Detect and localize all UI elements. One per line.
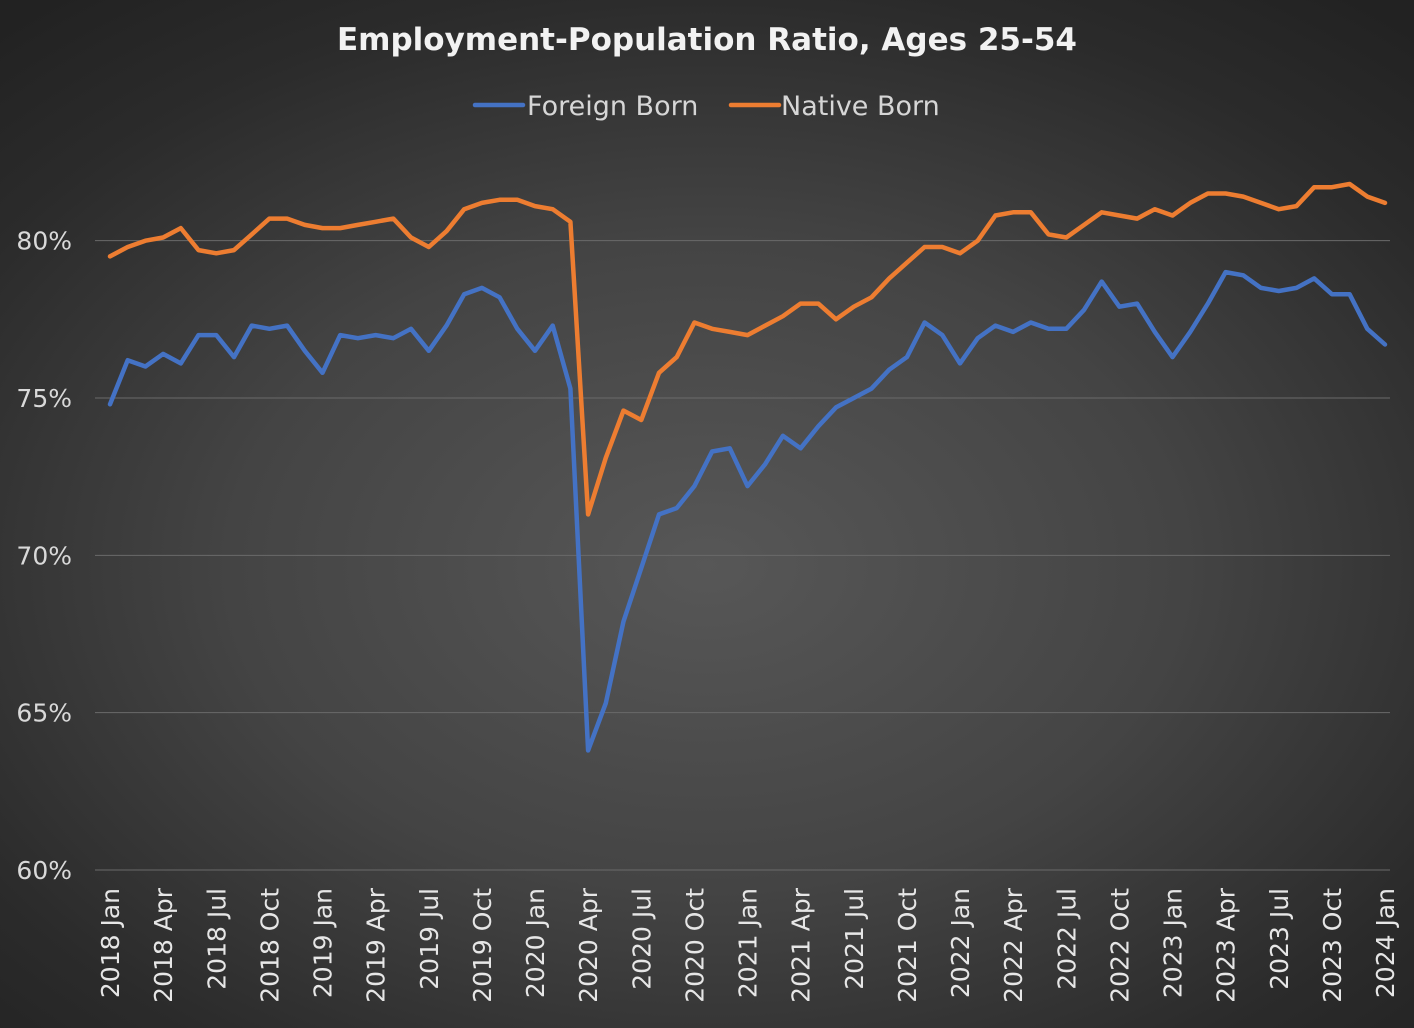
x-tick-label: 2020 Jul [627,888,656,990]
x-tick-label: 2018 Jul [202,888,231,990]
x-tick-label: 2021 Jul [840,888,869,990]
x-tick-label: 2018 Apr [149,887,178,1003]
x-tick-label: 2022 Jan [946,888,975,998]
chart-title: Employment-Population Ratio, Ages 25-54 [337,22,1077,58]
y-tick-label: 80% [16,227,72,256]
x-tick-label: 2019 Apr [362,887,391,1003]
y-axis: 60% 65% 70% 75% 80% [16,227,72,885]
x-tick-label: 2020 Oct [680,888,709,1003]
x-tick-label: 2024 Jan [1371,888,1400,998]
x-tick-label: 2020 Jan [521,888,550,998]
x-tick-label: 2022 Apr [999,887,1028,1003]
x-tick-label: 2023 Jul [1265,888,1294,990]
x-tick-label: 2020 Apr [574,887,603,1003]
x-tick-label: 2021 Jan [734,888,763,998]
series-line-native-born [107,181,1388,517]
x-tick-label: 2019 Oct [468,888,497,1003]
x-tick-label: 2019 Jul [415,888,444,990]
x-tick-label: 2019 Jan [309,888,338,998]
x-tick-label: 2021 Oct [893,888,922,1003]
y-tick-label: 65% [16,699,72,728]
y-tick-label: 60% [16,856,72,885]
legend-label-foreign-born: Foreign Born [527,91,698,122]
x-tick-label: 2022 Oct [1105,888,1134,1003]
x-tick-label: 2018 Oct [255,888,284,1003]
legend-label-native-born: Native Born [781,91,940,122]
series-lines [107,181,1388,753]
series-line-foreign-born [107,269,1388,753]
x-tick-label: 2023 Jan [1159,888,1188,998]
x-tick-label: 2018 Jan [96,888,125,998]
legend: Foreign Born Native Born [472,91,940,122]
y-tick-label: 75% [16,384,72,413]
x-axis: 2018 Jan 2018 Apr 2018 Jul 2018 Oct 2019 Jan… [96,887,1400,1003]
gridlines [95,240,1390,871]
x-tick-label: 2023 Oct [1318,888,1347,1003]
x-tick-label: 2022 Jul [1052,888,1081,990]
x-tick-label: 2021 Apr [787,887,816,1003]
y-tick-label: 70% [16,541,72,570]
x-tick-label: 2023 Apr [1212,887,1241,1003]
